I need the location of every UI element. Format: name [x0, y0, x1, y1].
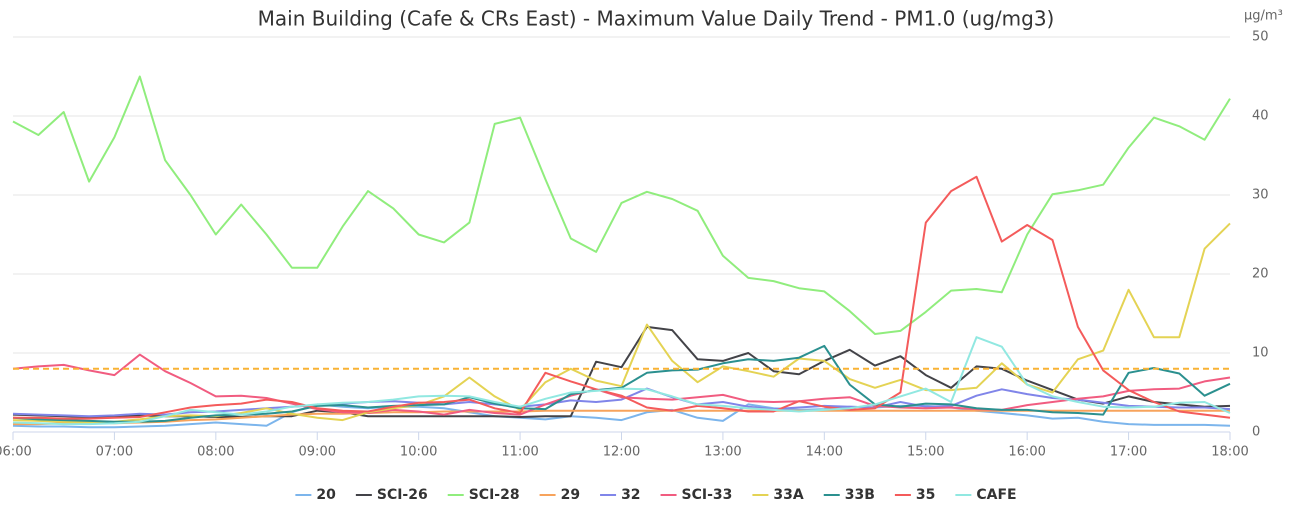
y-axis-unit: µg/m³ — [1244, 9, 1283, 24]
legend: 20 SCI-26 SCI-28 29 32 SCI-33 33A 33B 35 CAFE — [295, 487, 1017, 503]
y-tick-label: 40 — [1252, 109, 1269, 124]
x-tick-label: 12:00 — [603, 445, 640, 460]
legend-item: 29 — [539, 487, 580, 503]
legend-label: 35 — [916, 487, 935, 503]
legend-label: 29 — [561, 487, 580, 503]
x-tick-label: 09:00 — [299, 445, 336, 460]
y-tick-label: 50 — [1252, 30, 1269, 45]
x-tick-label: 15:00 — [907, 445, 944, 460]
series-line — [12, 222, 1231, 424]
legend-item: 32 — [600, 487, 641, 503]
x-tick-label: 14:00 — [806, 445, 843, 460]
legend-item: SCI-33 — [660, 487, 733, 503]
plot-area — [12, 75, 1231, 429]
legend-item: 20 — [295, 487, 336, 503]
x-tick-label: 17:00 — [1110, 445, 1147, 460]
legend-item: 33A — [752, 487, 804, 503]
legend-item: 33B — [823, 487, 875, 503]
y-tick-label: 30 — [1252, 188, 1269, 203]
legend-label: 20 — [316, 487, 336, 503]
x-tick-label: 07:00 — [96, 445, 133, 460]
legend-item: CAFE — [955, 487, 1017, 503]
series-line — [12, 403, 1231, 429]
x-tick-label: 13:00 — [704, 445, 741, 460]
y-tick-label: 20 — [1252, 267, 1269, 282]
series-line — [12, 336, 1231, 426]
legend-label: 32 — [621, 487, 640, 503]
x-tick-label: 16:00 — [1008, 445, 1045, 460]
legend-label: SCI-33 — [682, 487, 733, 503]
y-tick-label: 10 — [1252, 346, 1269, 361]
legend-label: SCI-28 — [469, 487, 520, 503]
legend-item: SCI-26 — [355, 487, 428, 503]
grid: 0 10 20 30 40 50 06:00 07:00 08:00 09:00 10:00 11:0… — [0, 30, 1269, 460]
legend-item: SCI-28 — [447, 487, 520, 503]
legend-label: 33B — [845, 487, 875, 503]
legend-label: CAFE — [976, 487, 1016, 503]
legend-label: SCI-26 — [377, 487, 428, 503]
series-line — [13, 175, 1231, 420]
x-tick-label: 08:00 — [197, 445, 234, 460]
legend-item: 35 — [894, 487, 935, 503]
series-line — [12, 353, 1231, 416]
chart-title: Main Building (Cafe & CRs East) - Maximu… — [258, 7, 1055, 31]
x-tick-label: 11:00 — [501, 445, 538, 460]
x-tick-label: 06:00 — [0, 445, 32, 460]
legend-label: 33A — [773, 487, 803, 503]
x-tick-label: 18:00 — [1211, 445, 1248, 460]
y-tick-label: 0 — [1252, 425, 1260, 440]
x-tick-label: 10:00 — [400, 445, 437, 460]
series-line — [12, 75, 1231, 335]
